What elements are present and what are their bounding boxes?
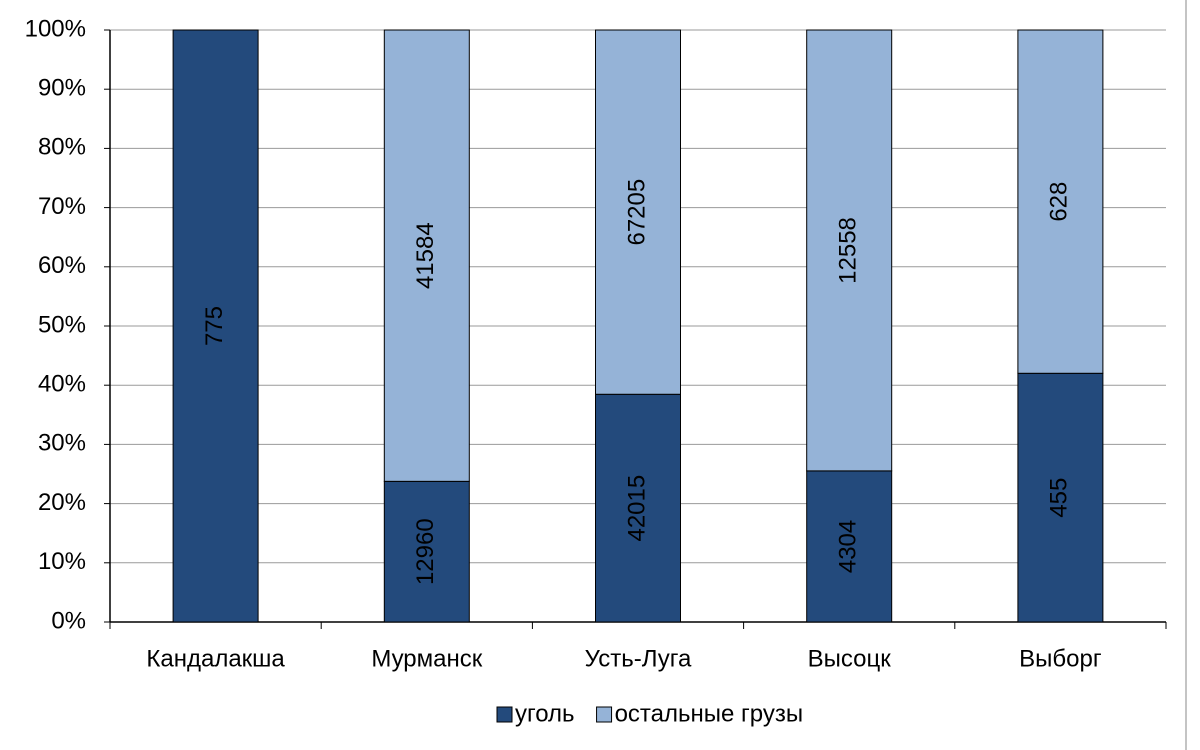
x-tick-label: Усть-Луга bbox=[585, 645, 692, 672]
bar-segment bbox=[595, 393, 681, 623]
bar-segment bbox=[806, 470, 893, 623]
data-label: 42015 bbox=[623, 475, 650, 542]
legend-swatch bbox=[596, 706, 613, 723]
legend-label: уголь bbox=[515, 700, 575, 727]
data-label: 12558 bbox=[835, 217, 862, 284]
bar-segment bbox=[172, 29, 259, 623]
data-label: 12960 bbox=[412, 518, 439, 585]
y-tick-label: 40% bbox=[38, 371, 86, 398]
bar-segment bbox=[383, 29, 470, 482]
bar-segment bbox=[595, 29, 681, 395]
legend-swatch bbox=[496, 706, 513, 723]
y-tick-label: 30% bbox=[38, 430, 86, 457]
y-tick-label: 0% bbox=[51, 607, 86, 634]
y-tick-label: 70% bbox=[38, 193, 86, 220]
x-tick-label: Высоцк bbox=[808, 645, 892, 672]
data-label: 4304 bbox=[835, 520, 862, 573]
y-tick-label: 10% bbox=[38, 548, 86, 575]
legend-label: остальные грузы bbox=[615, 700, 804, 727]
bar-segment bbox=[383, 480, 470, 623]
x-tick-label: Кандалакша bbox=[146, 645, 285, 672]
data-label: 628 bbox=[1046, 182, 1073, 222]
y-tick-label: 60% bbox=[38, 252, 86, 279]
data-label: 775 bbox=[201, 306, 228, 346]
y-tick-label: 80% bbox=[38, 134, 86, 161]
y-tick-label: 20% bbox=[38, 489, 86, 516]
y-tick-label: 50% bbox=[38, 311, 86, 338]
bar-segment bbox=[806, 29, 893, 472]
bar-segment bbox=[1017, 29, 1104, 374]
data-label: 41584 bbox=[412, 222, 439, 289]
y-tick-label: 100% bbox=[25, 15, 86, 42]
x-tick-label: Выборг bbox=[1019, 645, 1102, 672]
y-tick-label: 90% bbox=[38, 75, 86, 102]
bar-segment bbox=[1017, 372, 1104, 623]
data-label: 455 bbox=[1046, 478, 1073, 518]
x-tick-label: Мурманск bbox=[371, 645, 482, 672]
data-label: 67205 bbox=[623, 179, 650, 246]
